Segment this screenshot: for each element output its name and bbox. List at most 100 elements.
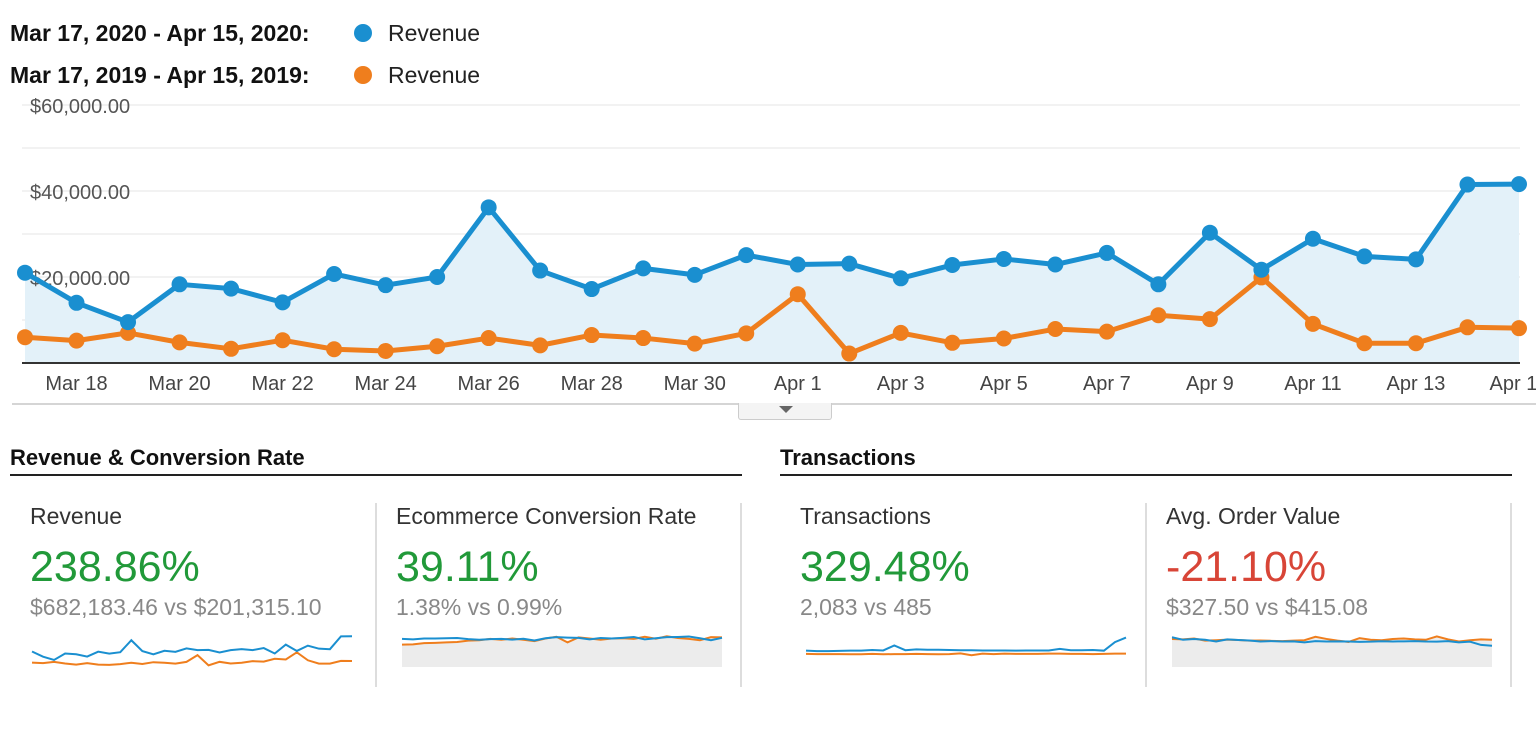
data-point-current [583,281,600,298]
legend-previous-dot-icon [354,66,372,84]
data-point-current [171,276,188,293]
legend-current-metric: Revenue [388,19,481,46]
sparkline-area [402,636,722,667]
data-point-current [377,277,394,294]
data-point-previous [326,341,343,358]
data-point-previous [635,330,652,347]
metric-comparison: 1.38% vs 0.99% [396,594,563,620]
x-tick-label: Mar 26 [458,373,520,395]
data-point-previous [1511,320,1527,337]
x-tick-label: Apr 1 [774,373,822,395]
legend-current-range: Mar 17, 2020 - Apr 15, 2020: [10,19,310,46]
data-point-current [1047,256,1064,273]
metric-label: Ecommerce Conversion Rate [396,503,697,529]
y-tick-label: $60,000.00 [30,98,130,118]
data-point-previous [1407,335,1424,352]
y-tick-label: $20,000.00 [30,268,130,290]
data-point-previous [841,345,858,362]
data-point-current [223,280,240,297]
data-point-current [120,314,137,331]
data-point-previous [429,338,446,355]
chart-legend: Mar 17, 2020 - Apr 15, 2020: Revenue Mar… [10,12,480,96]
data-point-current [1407,251,1424,268]
data-point-previous [686,335,703,352]
data-point-previous [274,332,291,349]
data-point-current [892,270,909,287]
data-point-current [1201,224,1218,241]
data-point-previous [1304,315,1321,332]
data-point-previous [1201,311,1218,328]
transactions-sparkline [805,636,1127,657]
metric-card-transactions[interactable]: Transactions 329.48% 2,083 vs 485 [800,503,1147,687]
chart-collapse-toggle[interactable] [738,403,832,420]
section-title-transactions: Transactions [780,445,1512,476]
section-title-revenue-conversion: Revenue & Conversion Rate [10,445,742,476]
data-point-current [841,255,858,272]
caret-down-icon [779,406,793,413]
x-tick-label: Mar 18 [45,373,107,395]
data-point-current [789,256,806,273]
metric-comparison: 2,083 vs 485 [800,594,932,620]
metric-change-value: 329.48% [800,543,970,591]
data-point-previous [1150,307,1167,324]
data-point-previous [17,329,33,346]
data-point-current [1304,230,1321,247]
sparkline-previous [31,651,353,667]
metric-label: Avg. Order Value [1166,503,1341,529]
data-point-current [429,269,446,285]
metric-comparison: $682,183.46 vs $201,315.10 [30,594,322,620]
data-point-current [17,264,33,281]
data-point-previous [892,324,909,341]
data-point-current [686,266,703,283]
y-tick-label: $40,000.00 [30,182,130,204]
metric-change-value: 39.11% [396,543,539,591]
series-line-previous-revenue [24,274,1520,357]
data-point-current [995,250,1012,267]
legend-previous-range: Mar 17, 2019 - Apr 15, 2019: [10,61,310,88]
data-point-previous [789,286,806,303]
metric-comparison: $327.50 vs $415.08 [1166,594,1369,620]
legend-row-current[interactable]: Mar 17, 2020 - Apr 15, 2020: Revenue [10,12,480,54]
metric-card-avg-order-value[interactable]: Avg. Order Value -21.10% $327.50 vs $415… [1166,503,1512,687]
metric-change-value: 238.86% [30,543,200,591]
legend-current-dot-icon [354,24,372,42]
x-tick-label: Apr 3 [877,373,925,395]
data-point-current [1098,244,1115,261]
data-point-previous [738,325,755,342]
data-point-previous [1098,323,1115,340]
data-point-previous [944,334,961,351]
data-point-current [1511,176,1527,193]
x-tick-label: Apr 11 [1284,373,1341,395]
sparkline-previous [805,652,1126,657]
metric-card-conversion-rate[interactable]: Ecommerce Conversion Rate 39.11% 1.38% v… [396,503,742,687]
x-tick-label: Mar 22 [251,373,313,395]
data-point-current [1150,276,1167,293]
area-current-revenue [25,184,1519,363]
data-point-previous [1047,321,1064,338]
data-point-previous [68,332,85,349]
x-tick-label: Mar 24 [354,373,416,395]
conversion-rate-sparkline [401,635,723,667]
sparkline-current [31,635,353,662]
x-tick-label: Mar 28 [561,373,623,395]
data-point-current [944,256,961,273]
data-point-current [1356,248,1373,265]
x-tick-label: Mar 30 [664,373,726,395]
revenue-sparkline [31,635,353,667]
metric-card-revenue[interactable]: Revenue 238.86% $682,183.46 vs $201,315.… [30,503,377,687]
data-point-previous [1356,335,1373,352]
sparkline-current [1171,636,1493,647]
revenue-line-chart[interactable]: $20,000.00 $40,000.00 $60,000.00 Mar 18 Mar … [0,98,1536,408]
data-point-previous [171,334,188,351]
data-point-current [532,262,549,279]
legend-row-previous[interactable]: Mar 17, 2019 - Apr 15, 2019: Revenue [10,54,480,96]
sparkline-current [805,636,1127,653]
x-tick-label: Apr 15 [1490,373,1536,395]
x-tick-label: Apr 5 [980,373,1028,395]
x-tick-label: Apr 7 [1083,373,1131,395]
legend-previous-metric: Revenue [388,61,481,88]
data-point-previous [480,330,497,347]
data-point-current [480,199,497,216]
data-point-previous [223,340,240,357]
data-point-current [635,260,652,277]
